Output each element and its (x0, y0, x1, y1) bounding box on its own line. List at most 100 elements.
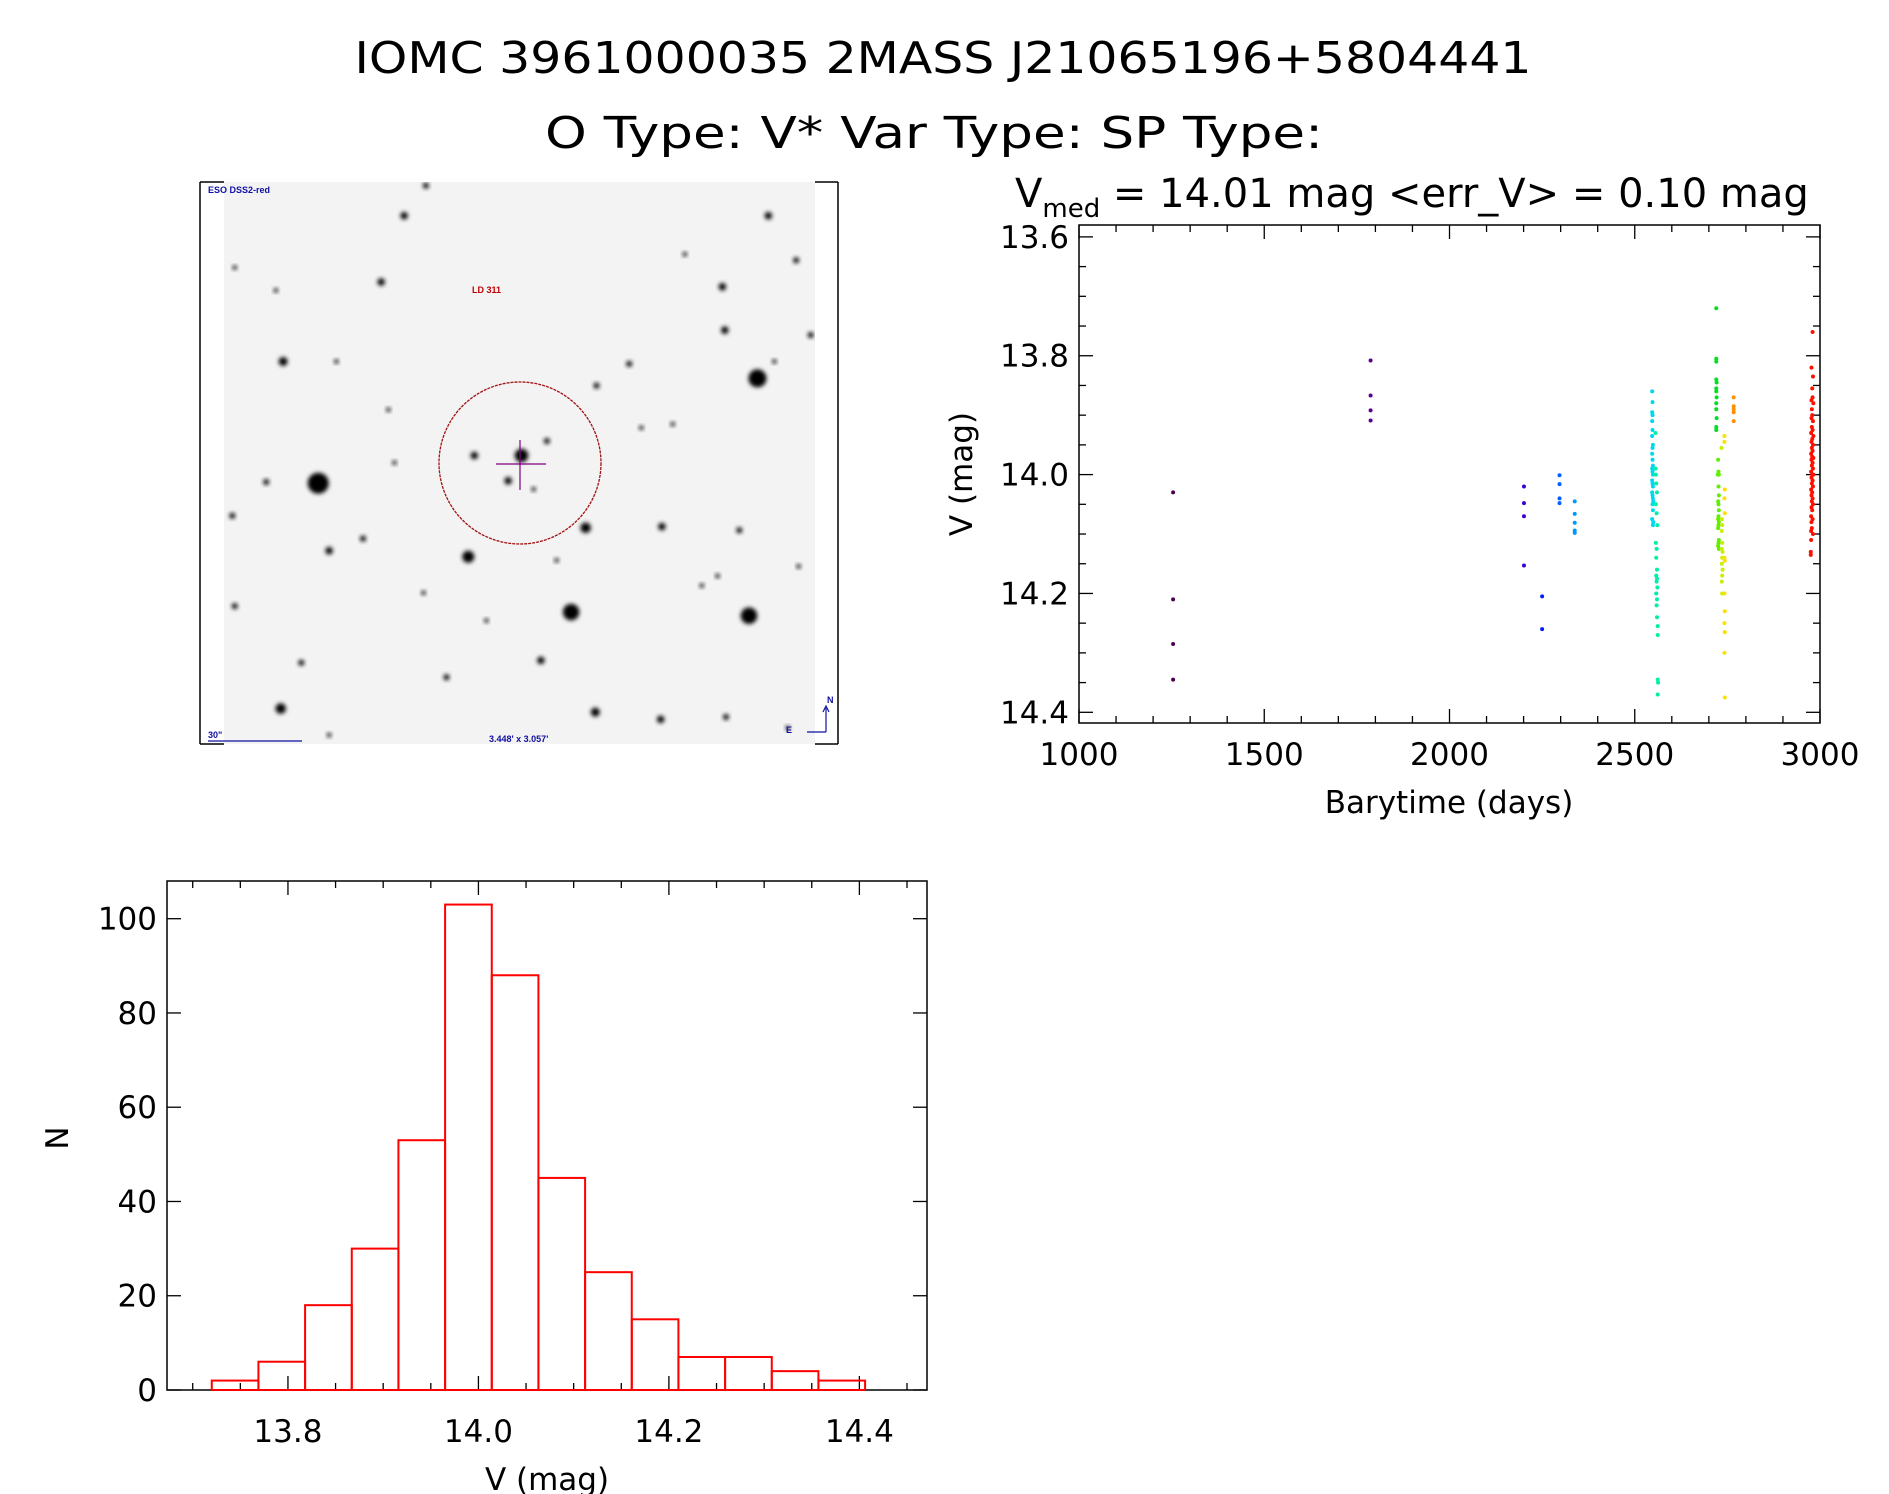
light-curve-chart: 1000 1500 2000 2500 3000 13.6 13.8 14.0 14.2 14.4… (944, 220, 1859, 821)
data-point (1557, 473, 1562, 478)
data-point (1720, 549, 1725, 554)
y-tick-label: 13.8 (1000, 339, 1069, 375)
data-point (1714, 407, 1719, 412)
star (537, 656, 545, 665)
data-point (1731, 395, 1736, 400)
data-point (1716, 484, 1721, 489)
data-point (1810, 419, 1815, 424)
data-point (1171, 490, 1176, 495)
vmed-subscript: med (1042, 194, 1100, 224)
data-point (1654, 591, 1659, 596)
data-point (1810, 484, 1815, 489)
y-tick-label: 0 (137, 1373, 157, 1409)
data-point (1808, 552, 1813, 557)
data-point (1653, 502, 1658, 507)
data-point (1731, 419, 1736, 424)
histogram-bars (210, 903, 867, 1392)
star (392, 460, 397, 465)
data-point (1656, 680, 1661, 685)
data-point (1650, 433, 1655, 438)
star (484, 618, 489, 623)
data-point (1655, 523, 1660, 528)
y-tick-label: 14.0 (1000, 458, 1069, 494)
data-point (1572, 499, 1577, 504)
y-tick-label: 14.2 (1000, 576, 1069, 612)
x-tick-label: 3000 (1781, 737, 1860, 773)
x-tick-label: 13.8 (253, 1414, 322, 1450)
light-curve-y-label: V (mag) (944, 412, 980, 536)
x-tick-label: 14.4 (825, 1414, 894, 1450)
image-frame (199, 181, 839, 745)
star (590, 707, 600, 717)
data-point (1654, 567, 1659, 572)
light-curve-ticks: 1000 1500 2000 2500 3000 13.6 13.8 14.0 14.2 14.4 (1000, 220, 1859, 773)
data-point (1809, 430, 1814, 435)
data-point (1809, 398, 1814, 403)
data-point (1722, 695, 1727, 700)
star (514, 448, 529, 463)
data-point (1654, 597, 1659, 602)
north-label: N (827, 695, 834, 705)
histogram-x-label: V (mag) (485, 1462, 609, 1494)
x-tick-label: 1500 (1225, 737, 1304, 773)
data-point (1716, 537, 1721, 542)
star (386, 407, 391, 412)
data-point (1650, 451, 1655, 456)
data-point (1650, 457, 1655, 462)
data-point (1654, 546, 1659, 551)
data-point (1650, 508, 1655, 513)
star (682, 252, 688, 257)
data-point (1714, 356, 1719, 361)
data-point (1650, 481, 1655, 486)
star (263, 479, 270, 485)
star (796, 564, 801, 569)
y-tick-label: 40 (118, 1184, 157, 1220)
data-point (1557, 496, 1562, 501)
data-point (1521, 563, 1526, 568)
data-point (1719, 579, 1724, 584)
data-point (1722, 609, 1727, 614)
data-point (1557, 501, 1562, 506)
star (360, 535, 366, 542)
histogram-bar (350, 1247, 400, 1391)
histogram-bar (630, 1318, 680, 1391)
data-point (1650, 442, 1655, 447)
data-point (1716, 508, 1721, 513)
y-tick-label: 60 (118, 1090, 157, 1126)
data-point (1557, 482, 1562, 487)
data-point (1650, 466, 1655, 471)
star (325, 546, 333, 555)
data-point (1714, 425, 1719, 430)
star (232, 265, 237, 270)
y-tick-label: 100 (98, 902, 157, 938)
data-point (1716, 520, 1721, 525)
data-point (1731, 404, 1736, 409)
star (736, 527, 743, 534)
data-point (1809, 520, 1814, 525)
data-point (1171, 677, 1176, 682)
data-point (1716, 502, 1721, 507)
data-point (1650, 502, 1655, 507)
star (658, 522, 666, 531)
data-point (1722, 487, 1727, 492)
data-point (1650, 472, 1655, 477)
data-point (1809, 514, 1814, 519)
data-point (1809, 407, 1814, 412)
data-point (1716, 499, 1721, 504)
target-crosshair-icon (496, 440, 546, 490)
data-point (1521, 501, 1526, 506)
histogram-bar (490, 974, 540, 1392)
data-point (1368, 358, 1373, 363)
data-point (1809, 365, 1814, 370)
data-point (1810, 502, 1815, 507)
data-point (1719, 529, 1724, 534)
data-point (1651, 520, 1656, 525)
data-point (1809, 439, 1814, 444)
fov-label: 3.448' x 3.057' (489, 734, 548, 744)
data-point (1655, 633, 1660, 638)
data-point (1722, 630, 1727, 635)
data-point (1731, 410, 1736, 415)
data-point (1171, 597, 1176, 602)
histogram-bar (537, 1176, 587, 1391)
x-tick-label: 14.2 (634, 1414, 703, 1450)
